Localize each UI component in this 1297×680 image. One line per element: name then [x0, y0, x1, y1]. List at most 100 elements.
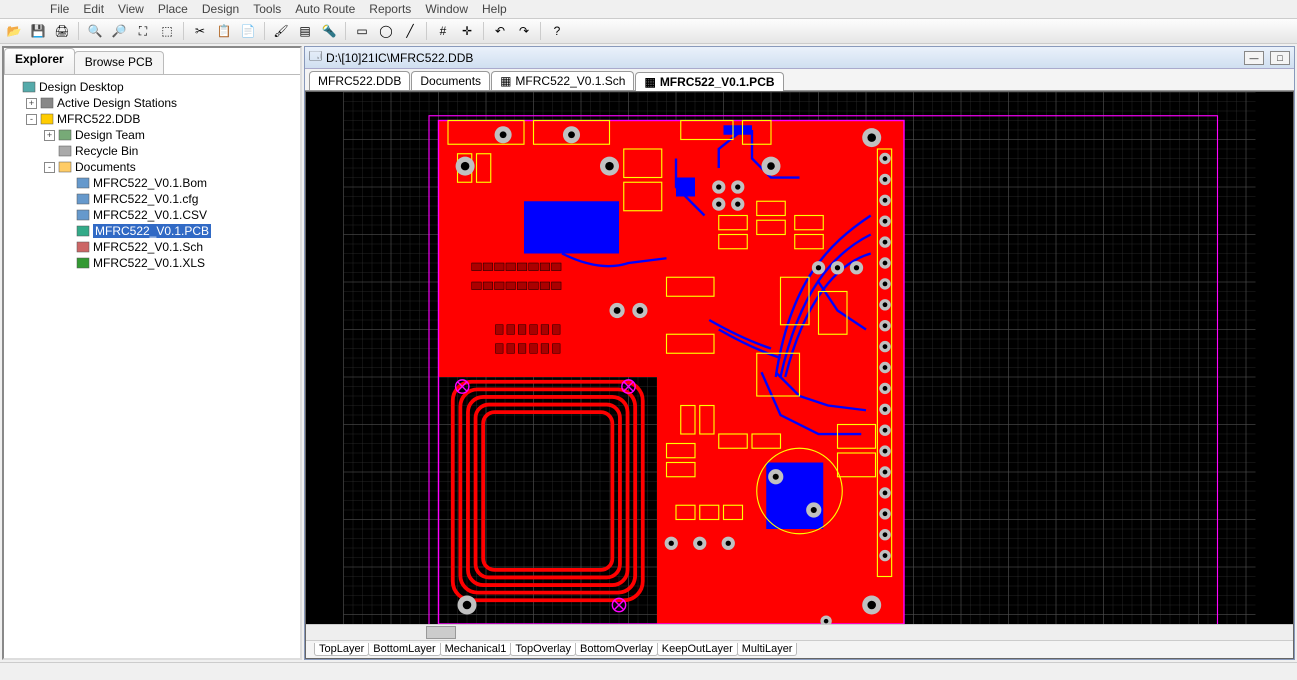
shape1-button[interactable]: ▭ — [352, 21, 372, 41]
xls-icon — [76, 256, 90, 270]
canvas-wrap: TopLayerBottomLayerMechanical1TopOverlay… — [305, 91, 1294, 659]
tree-item-label[interactable]: Documents — [75, 160, 136, 174]
toolbar-separator — [264, 22, 265, 40]
redo-button[interactable]: ↷ — [514, 21, 534, 41]
desktop-icon — [22, 80, 36, 94]
toolbar-separator — [78, 22, 79, 40]
undo-button[interactable]: ↶ — [490, 21, 510, 41]
toolbar-separator — [426, 22, 427, 40]
layer-tab-multilayer[interactable]: MultiLayer — [737, 643, 798, 656]
save-button[interactable]: 💾 — [28, 21, 48, 41]
doc-icon — [76, 192, 90, 206]
menu-design[interactable]: Design — [202, 2, 239, 16]
copy-button[interactable]: 📋 — [214, 21, 234, 41]
document-path: D:\[10]21IC\MFRC522.DDB — [326, 51, 1238, 65]
menu-reports[interactable]: Reports — [369, 2, 411, 16]
tree-item-label[interactable]: MFRC522_V0.1.CSV — [93, 208, 207, 222]
layer-tabs: TopLayerBottomLayerMechanical1TopOverlay… — [306, 640, 1293, 658]
pcb-canvas[interactable] — [306, 92, 1293, 624]
menu-edit[interactable]: Edit — [83, 2, 104, 16]
tab-explorer[interactable]: Explorer — [4, 48, 75, 74]
toolbar-separator — [345, 22, 346, 40]
doc-tab-mfrc522-v0-1-pcb[interactable]: ▦MFRC522_V0.1.PCB — [635, 72, 783, 91]
doc-tab-mfrc522-v0-1-sch[interactable]: ▦MFRC522_V0.1.Sch — [491, 71, 634, 90]
menu-window[interactable]: Window — [425, 2, 468, 16]
pcb-svg[interactable] — [306, 92, 1293, 624]
folder-icon — [58, 160, 72, 174]
minimize-button[interactable]: — — [1244, 51, 1264, 65]
tree-item-label[interactable]: MFRC522_V0.1.cfg — [93, 192, 198, 206]
paint-button[interactable]: 🖌 — [271, 21, 291, 41]
grid-button[interactable]: # — [433, 21, 453, 41]
pcb-icon — [76, 224, 90, 238]
toolbar-separator — [183, 22, 184, 40]
bin-icon — [58, 144, 72, 158]
toolbar-separator — [483, 22, 484, 40]
menu-file[interactable]: File — [50, 2, 69, 16]
expand-toggle[interactable]: - — [26, 114, 37, 125]
layer-tab-toplayer[interactable]: TopLayer — [314, 643, 369, 656]
tree-item-label[interactable]: MFRC522_V0.1.Bom — [93, 176, 207, 190]
tree-item-label[interactable]: MFRC522_V0.1.XLS — [93, 256, 205, 270]
sch-icon — [76, 240, 90, 254]
help-button[interactable]: ? — [547, 21, 567, 41]
tree-item-label[interactable]: Design Team — [75, 128, 145, 142]
zoom-fit-button[interactable]: ⛶ — [133, 21, 153, 41]
maximize-button[interactable]: □ — [1270, 51, 1290, 65]
layer-tab-mechanical1[interactable]: Mechanical1 — [440, 643, 512, 656]
tree-item-label[interactable]: Design Desktop — [39, 80, 124, 94]
doc-icon: 🗔 — [309, 47, 322, 68]
document-panel: 🗔 D:\[10]21IC\MFRC522.DDB — □ MFRC522.DD… — [304, 46, 1295, 660]
doc-icon — [76, 176, 90, 190]
expand-toggle[interactable]: + — [26, 98, 37, 109]
doc-tab-mfrc522-ddb[interactable]: MFRC522.DDB — [309, 71, 410, 90]
cross-button[interactable]: ✛ — [457, 21, 477, 41]
horizontal-scrollbar[interactable] — [306, 624, 1293, 640]
layer-tab-bottomlayer[interactable]: BottomLayer — [368, 643, 440, 656]
paste-button[interactable]: 📄 — [238, 21, 258, 41]
zoom-in-button[interactable]: 🔍 — [85, 21, 105, 41]
doc-tab-documents[interactable]: Documents — [411, 71, 490, 90]
tab-browse-pcb[interactable]: Browse PCB — [74, 51, 164, 74]
find-button[interactable]: 🔦 — [319, 21, 339, 41]
toolbar: 📂💾🖨 🔍🔎⛶⬚ ✂📋📄 🖌▤🔦 ▭◯╱ #✛ ↶↷? — [0, 18, 1297, 44]
menu-help[interactable]: Help — [482, 2, 507, 16]
menu-auto-route[interactable]: Auto Route — [295, 2, 355, 16]
doc-tab-icon: ▦ — [500, 74, 511, 88]
team-icon — [58, 128, 72, 142]
statusbar — [0, 662, 1297, 680]
tree-item-label[interactable]: MFRC522.DDB — [57, 112, 140, 126]
ddb-icon — [40, 112, 54, 126]
cut-button[interactable]: ✂ — [190, 21, 210, 41]
main-area: Explorer Browse PCB Design Desktop+Activ… — [0, 44, 1297, 662]
tree-item-label[interactable]: Recycle Bin — [75, 144, 138, 158]
stations-icon — [40, 96, 54, 110]
menu-place[interactable]: Place — [158, 2, 188, 16]
layer-tab-bottomoverlay[interactable]: BottomOverlay — [575, 643, 658, 656]
layers-button[interactable]: ▤ — [295, 21, 315, 41]
expand-toggle[interactable]: - — [44, 162, 55, 173]
doc-icon — [76, 208, 90, 222]
layer-tab-keepoutlayer[interactable]: KeepOutLayer — [657, 643, 738, 656]
doc-tab-icon: ▦ — [644, 75, 655, 89]
shape2-button[interactable]: ◯ — [376, 21, 396, 41]
document-titlebar: 🗔 D:\[10]21IC\MFRC522.DDB — □ — [305, 47, 1294, 69]
print-button[interactable]: 🖨 — [52, 21, 72, 41]
zoom-out-button[interactable]: 🔎 — [109, 21, 129, 41]
explorer-tabs: Explorer Browse PCB — [4, 48, 300, 74]
toolbar-separator — [540, 22, 541, 40]
tree-item-label[interactable]: MFRC522_V0.1.PCB — [93, 224, 211, 238]
zoom-sel-button[interactable]: ⬚ — [157, 21, 177, 41]
menu-tools[interactable]: Tools — [253, 2, 281, 16]
scrollbar-thumb[interactable] — [426, 626, 456, 639]
shape3-button[interactable]: ╱ — [400, 21, 420, 41]
explorer-tree[interactable]: Design Desktop+Active Design Stations-MF… — [4, 74, 300, 658]
tree-item-label[interactable]: Active Design Stations — [57, 96, 177, 110]
expand-toggle[interactable]: + — [44, 130, 55, 141]
tree-item-label[interactable]: MFRC522_V0.1.Sch — [93, 240, 203, 254]
menubar: File Edit View Place Design Tools Auto Route Re… — [0, 0, 1297, 18]
open-button[interactable]: 📂 — [4, 21, 24, 41]
explorer-panel: Explorer Browse PCB Design Desktop+Activ… — [2, 46, 302, 660]
menu-view[interactable]: View — [118, 2, 144, 16]
layer-tab-topoverlay[interactable]: TopOverlay — [510, 643, 576, 656]
